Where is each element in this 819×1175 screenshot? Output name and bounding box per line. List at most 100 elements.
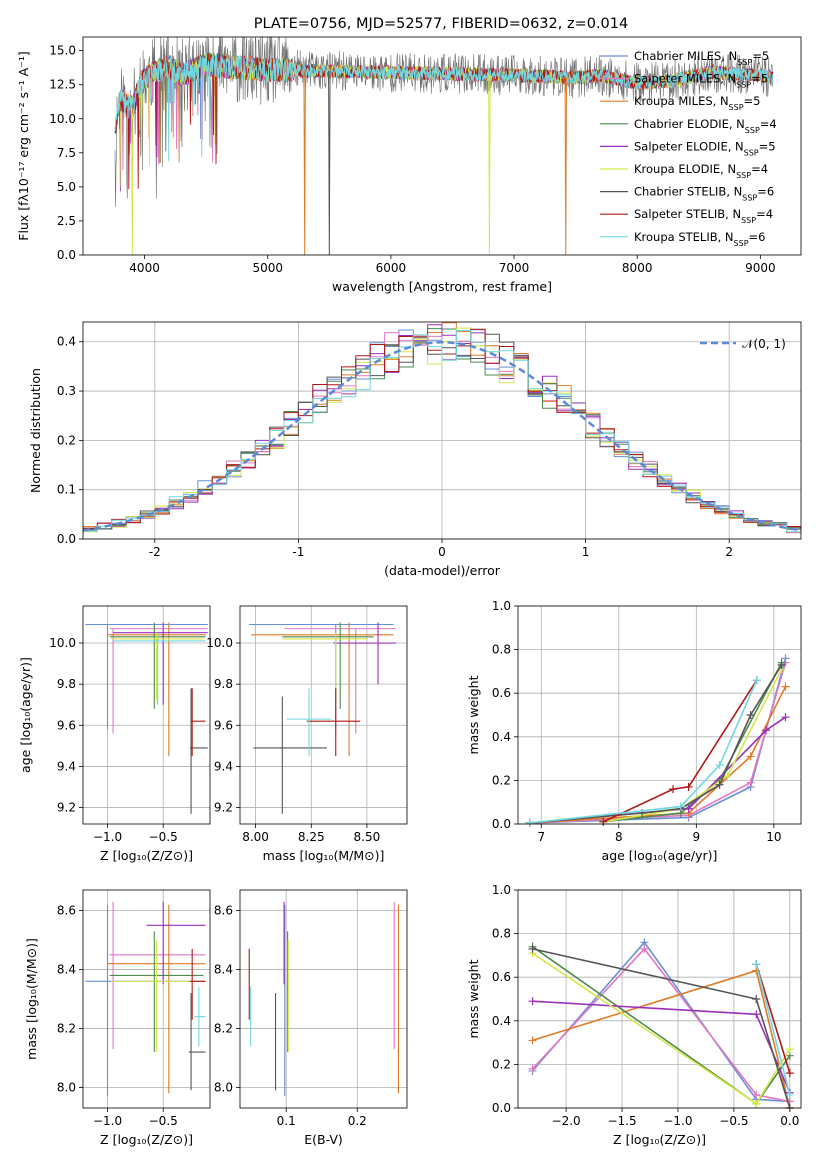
x-tick-label: −1.5 bbox=[607, 1114, 636, 1128]
legend-nssp: =5 bbox=[744, 94, 761, 108]
x-axis-label: E(B-V) bbox=[304, 1132, 343, 1147]
y-tick-label: 9.8 bbox=[57, 677, 76, 691]
spectrum-dip bbox=[131, 107, 134, 255]
mass-weight-marker bbox=[785, 1090, 794, 1099]
spectrum-panel: PLATE=0756, MJD=52577, FIBERID=0632, z=0… bbox=[16, 16, 802, 294]
x-axis-label: (data-model)/error bbox=[384, 563, 501, 578]
y-tick-label: 9.4 bbox=[214, 759, 233, 773]
y-tick-label: 8.2 bbox=[214, 1021, 233, 1035]
normal-curve bbox=[83, 340, 801, 532]
mass-weight-line bbox=[755, 963, 791, 1096]
legend-subscript: SSP bbox=[744, 148, 759, 157]
x-tick-label: 8.50 bbox=[354, 830, 381, 844]
legend-nssp: =5 bbox=[751, 72, 768, 86]
x-tick-label: −1.0 bbox=[663, 1114, 692, 1128]
errorbar-group bbox=[248, 901, 400, 1097]
x-tick-label: 8.25 bbox=[298, 830, 325, 844]
y-tick-label: 2.5 bbox=[57, 214, 76, 228]
mass-weight-lines bbox=[528, 938, 794, 1112]
y-tick-label: 8.2 bbox=[57, 1021, 76, 1035]
y-tick-label: 10.0 bbox=[49, 636, 76, 650]
age-vs-mass-panel: 8.00 8.25 8.50 9.2 9.4 9.6 9.8 10.0 mass [log₁₀(… bbox=[206, 605, 408, 863]
legend-subscript: SSP bbox=[742, 193, 757, 202]
x-tick-label: 7000 bbox=[499, 261, 530, 275]
plot-frame bbox=[82, 605, 211, 825]
plot-frame bbox=[239, 889, 408, 1109]
errorbar-group bbox=[248, 622, 396, 814]
mass-weight-line bbox=[531, 941, 790, 1103]
x-tick-label: −0.5 bbox=[149, 830, 178, 844]
mass-weight-line bbox=[603, 668, 783, 823]
mass-weight-marker bbox=[785, 1045, 794, 1054]
x-tick-label: −1.0 bbox=[93, 830, 122, 844]
y-tick-label: 7.5 bbox=[57, 146, 76, 160]
mass-weight-line bbox=[532, 1000, 791, 1094]
x-tick-label: 0.2 bbox=[348, 1114, 367, 1128]
y-tick-label: 9.2 bbox=[214, 801, 233, 815]
y-tick-label: 12.5 bbox=[49, 78, 76, 92]
legend-label: Kroupa MILES, NSSP=5 bbox=[634, 94, 760, 112]
legend-label: Chabrier ELODIE, NSSP=4 bbox=[634, 117, 777, 135]
mass-weight-lines bbox=[525, 654, 790, 827]
mass-weight-vs-age-panel: 7 8 9 10 0.0 0.2 0.4 0.6 0.8 1.0 age [log₁₀(age/yr… bbox=[466, 599, 802, 863]
spectra-group bbox=[114, 37, 774, 255]
y-axis-label: age [log₁₀(age/yr)] bbox=[18, 657, 33, 773]
mass-weight-marker bbox=[785, 1069, 794, 1078]
plot-frame bbox=[517, 889, 802, 1109]
x-tick-label: 4000 bbox=[129, 261, 160, 275]
spectrum-dip bbox=[488, 74, 491, 255]
mass-vs-extinction-panel: 0.1 0.2 8.0 8.2 8.4 8.6 E(B-V) bbox=[214, 889, 408, 1147]
y-tick-label: 0.8 bbox=[492, 927, 511, 941]
mass-weight-line bbox=[529, 716, 786, 824]
y-tick-label: 0.4 bbox=[492, 1014, 511, 1028]
x-tick-label: 5000 bbox=[252, 261, 283, 275]
x-tick-label: 6000 bbox=[376, 261, 407, 275]
mass-weight-marker bbox=[752, 995, 761, 1003]
y-axis-label: Normed distribution bbox=[28, 368, 43, 493]
mass-weight-line bbox=[529, 658, 787, 824]
legend-subscript: SSP bbox=[737, 58, 752, 67]
x-tick-label: 8 bbox=[615, 830, 623, 844]
y-tick-label: 0.6 bbox=[492, 686, 511, 700]
y-tick-label: 0.0 bbox=[57, 532, 76, 546]
x-tick-label: 10 bbox=[766, 830, 781, 844]
x-tick-label: −2.0 bbox=[552, 1114, 581, 1128]
x-axis-label: Z [log₁₀(Z/Z⊙)] bbox=[100, 1132, 193, 1147]
y-axis-label: Flux [fλ10⁻¹⁷ erg cm⁻² s⁻¹ A⁻¹] bbox=[16, 51, 31, 240]
legend-nssp: =6 bbox=[749, 230, 766, 244]
x-tick-label: 0 bbox=[438, 545, 446, 559]
y-tick-label: 9.8 bbox=[214, 677, 233, 691]
errorbar-group bbox=[85, 901, 206, 1097]
legend-label: Chabrier MILES, NSSP=5 bbox=[634, 49, 769, 67]
y-tick-label: 0.0 bbox=[492, 817, 511, 831]
legend-subscript: SSP bbox=[729, 103, 744, 112]
x-tick-label: 0.0 bbox=[780, 1114, 799, 1128]
mass-weight-marker bbox=[528, 997, 537, 1006]
legend-subscript: SSP bbox=[736, 171, 751, 180]
mass-weight-marker bbox=[746, 752, 755, 761]
histogram-step bbox=[83, 324, 801, 534]
mass-weight-marker bbox=[752, 1099, 761, 1108]
y-tick-label: 0.2 bbox=[492, 773, 511, 787]
legend-nssp: =4 bbox=[751, 162, 768, 176]
mass-weight-marker bbox=[752, 1010, 761, 1019]
mass-weight-line bbox=[529, 664, 783, 824]
mass-weight-marker bbox=[528, 1036, 537, 1045]
x-tick-label: 1 bbox=[582, 545, 590, 559]
y-tick-label: 9.2 bbox=[57, 801, 76, 815]
mass-weight-line bbox=[755, 963, 791, 1074]
mass-weight-marker bbox=[752, 1090, 761, 1099]
y-tick-label: 10.0 bbox=[49, 112, 76, 126]
x-tick-label: 9 bbox=[693, 830, 701, 844]
mass-vs-metallicity-panel: −1.0 −0.5 8.0 8.2 8.4 8.6 Z [log₁₀(Z/Z⊙)] mass … bbox=[24, 889, 211, 1147]
mass-weight-marker bbox=[762, 726, 771, 735]
legend-label: 𝒩(0, 1) bbox=[742, 337, 786, 351]
mass-weight-marker bbox=[723, 772, 732, 781]
mass-weight-marker bbox=[669, 785, 678, 794]
y-tick-label: 8.6 bbox=[57, 904, 76, 918]
mass-weight-line bbox=[529, 662, 787, 824]
y-tick-label: 15.0 bbox=[49, 44, 76, 58]
legend-subscript: SSP bbox=[741, 216, 756, 225]
x-tick-label: 2 bbox=[725, 545, 733, 559]
spectrum-dip bbox=[328, 71, 331, 255]
